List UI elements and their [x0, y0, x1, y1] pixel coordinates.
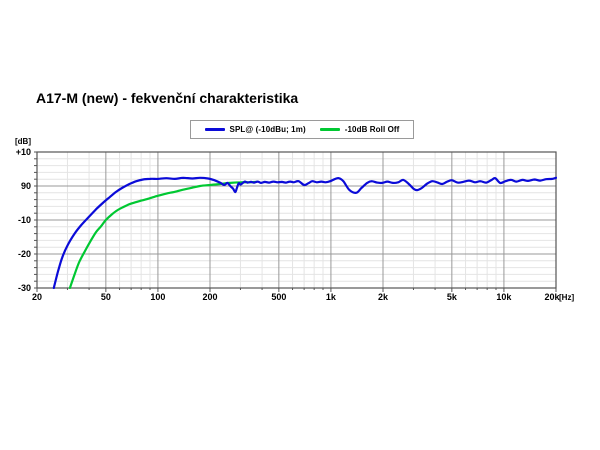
frequency-response-chart: +10 90 -10 -20 -30 [dB] 20 50 100 200 500 1k 2k 5k 10k…	[15, 137, 574, 302]
legend-label-spl: SPL@ (-10dBu; 1m)	[229, 125, 306, 134]
y-tick-label: -20	[18, 249, 31, 259]
x-tick-label: 20	[32, 292, 42, 302]
chart-title: A17-M (new) - fekvenční charakteristika	[36, 90, 299, 106]
x-axis-unit-label: [Hz]	[559, 293, 574, 302]
y-tick-label: +10	[16, 147, 31, 157]
x-tick-label: 100	[150, 292, 165, 302]
rolloff-line-swatch	[319, 128, 340, 131]
spl-line-swatch	[204, 128, 225, 131]
x-tick-label: 1k	[326, 292, 337, 302]
x-tick-label: 50	[101, 292, 111, 302]
x-tick-label: 20k	[544, 292, 560, 302]
y-axis-unit-label: [dB]	[15, 137, 31, 146]
legend-label-rolloff: -10dB Roll Off	[344, 125, 400, 134]
y-tick-label: 90	[21, 181, 31, 191]
legend-item-spl: SPL@ (-10dBu; 1m)	[204, 125, 306, 134]
y-tick-label: -10	[18, 215, 31, 225]
x-tick-label: 2k	[378, 292, 389, 302]
x-tick-label: 5k	[447, 292, 458, 302]
spl-curve	[52, 176, 557, 289]
y-tick-label: -30	[18, 283, 31, 293]
plot-border	[36, 151, 557, 289]
x-tick-label: 200	[202, 292, 217, 302]
x-tick-label: 10k	[496, 292, 512, 302]
legend-item-rolloff: -10dB Roll Off	[319, 125, 400, 134]
legend: SPL@ (-10dBu; 1m) -10dB Roll Off	[190, 120, 414, 139]
x-tick-label: 500	[271, 292, 286, 302]
rolloff-curve	[68, 180, 258, 289]
